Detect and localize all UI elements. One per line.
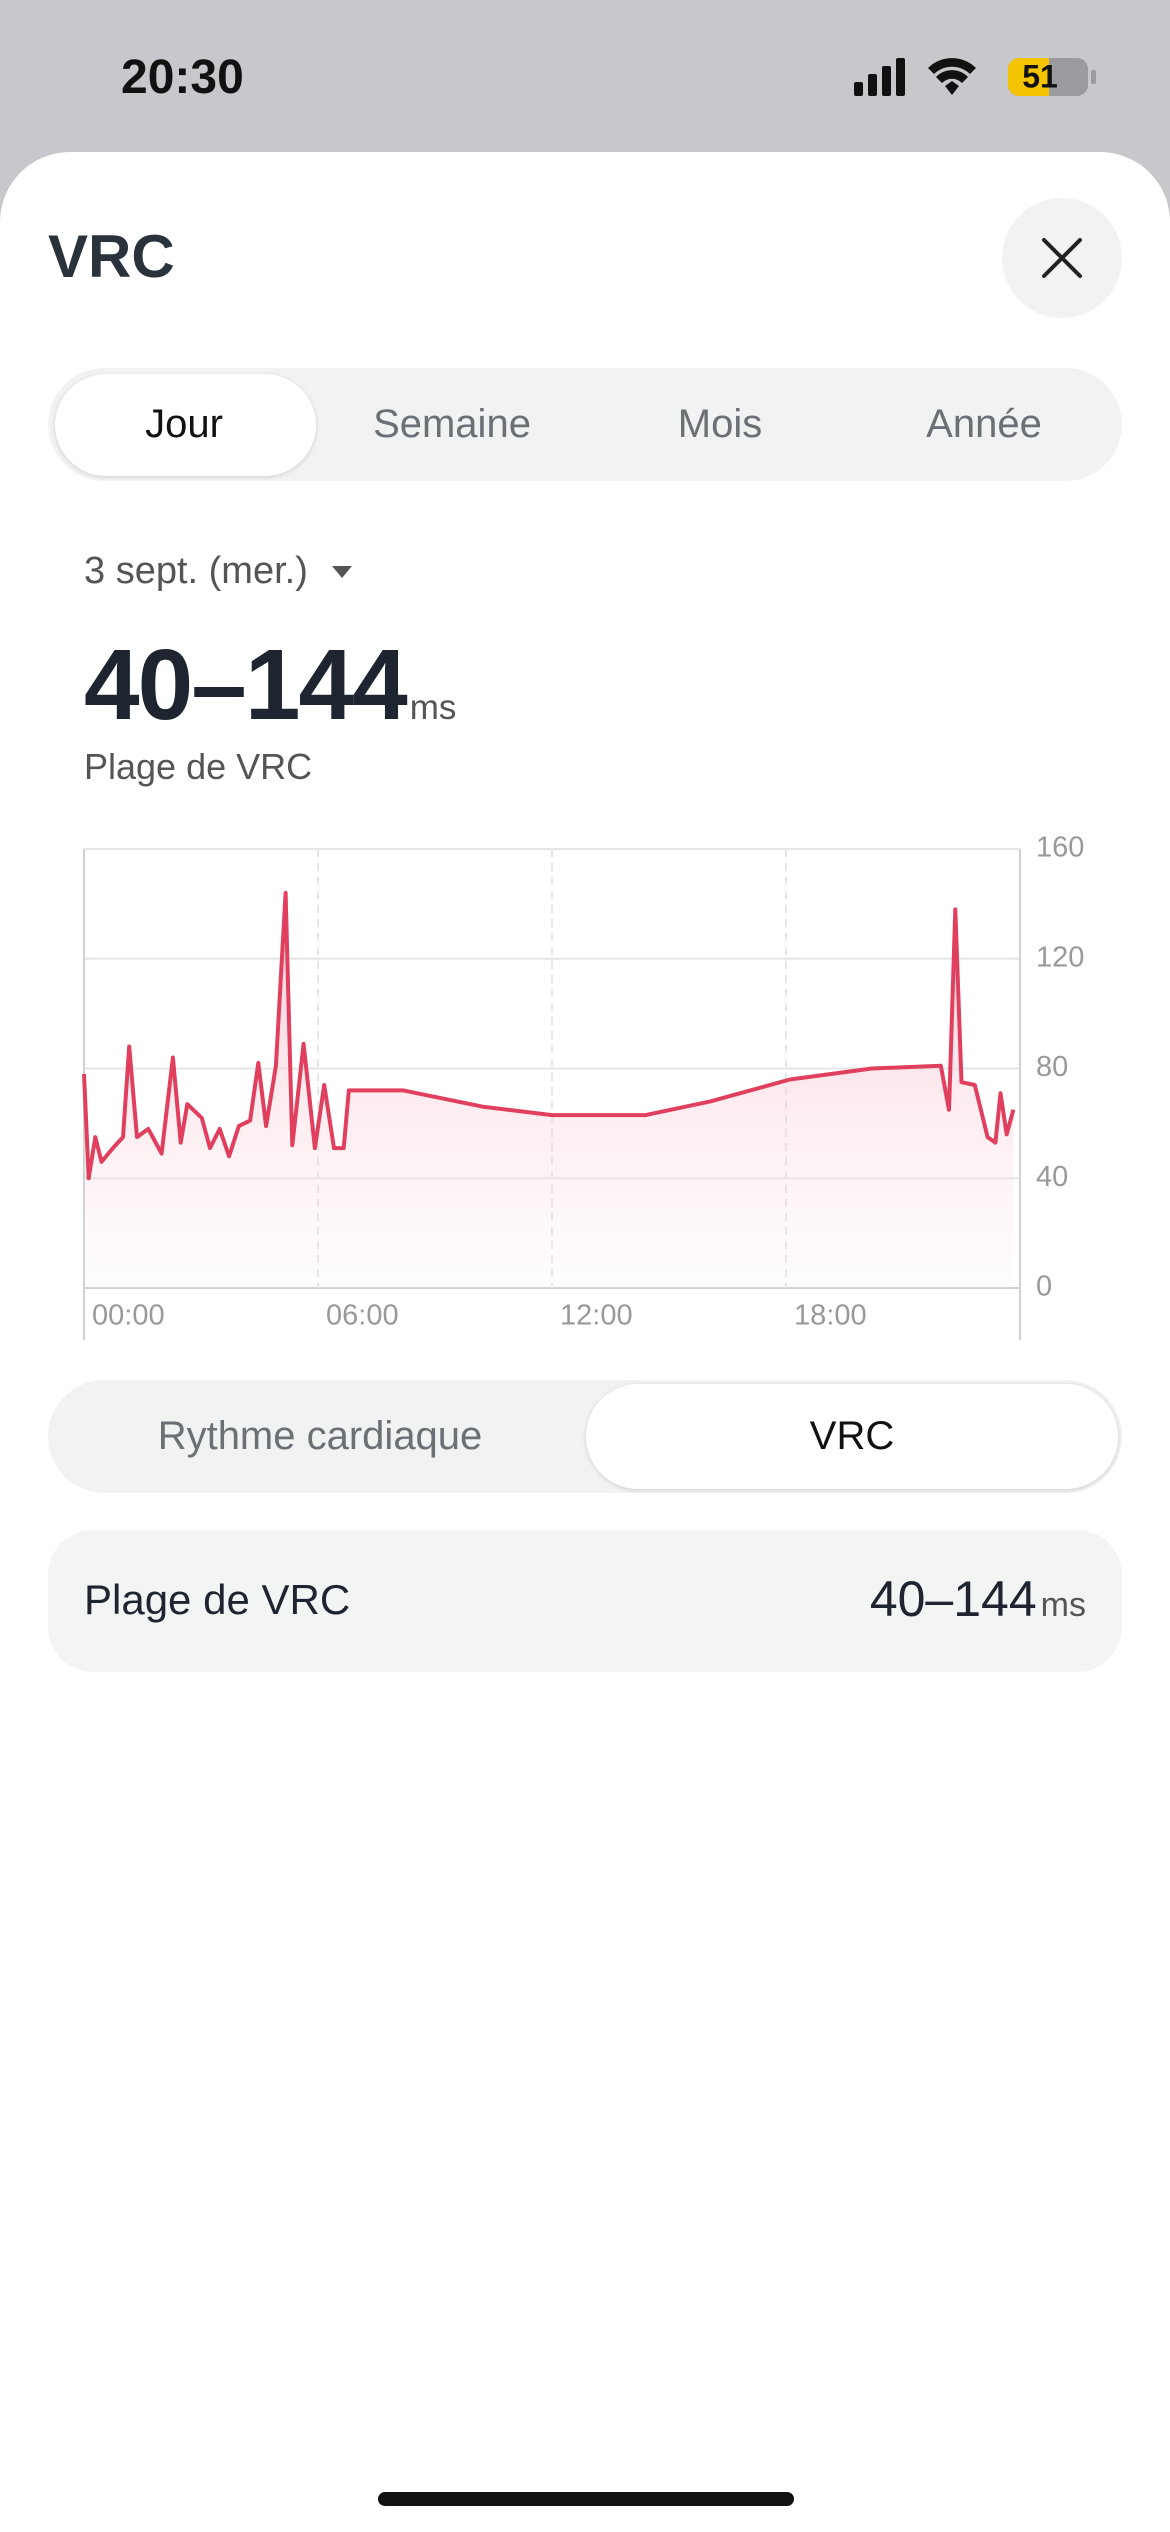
y-tick-label: 0	[1036, 1271, 1052, 1303]
date[interactable]: 3 sept. (mer.)	[84, 550, 308, 592]
y-tick-label: 40	[1036, 1161, 1068, 1193]
status-time: 20:30	[121, 51, 244, 104]
selected-tab	[55, 374, 316, 476]
home-indicator	[378, 2492, 794, 2506]
card-label: Plage de VRC	[84, 1576, 351, 1623]
card-value: 40–144	[869, 1571, 1037, 1627]
toggle-option[interactable]: VRC	[809, 1414, 895, 1458]
y-tick-label: 160	[1036, 832, 1084, 864]
summary-unit: ms	[409, 688, 457, 727]
selected-toggle	[586, 1384, 1118, 1489]
x-tick-label: 00:00	[92, 1300, 165, 1332]
sheet	[0, 152, 1170, 2532]
x-tick-label: 18:00	[794, 1300, 867, 1332]
x-tick-label: 12:00	[560, 1300, 633, 1332]
tab[interactable]: Jour	[145, 402, 223, 446]
y-tick-label: 80	[1036, 1051, 1068, 1083]
summary: 40–144 ms	[84, 628, 456, 743]
card-unit: ms	[1040, 1586, 1086, 1624]
x-tick-label: 06:00	[326, 1300, 399, 1332]
y-tick-label: 120	[1036, 941, 1084, 973]
dropdown-arrow	[331, 565, 352, 578]
tab[interactable]: Année	[926, 402, 1042, 446]
tab[interactable]: Mois	[677, 402, 763, 446]
card-value-group: 40–144 ms	[870, 1570, 1086, 1628]
battery-level: 51	[1022, 58, 1058, 94]
tab[interactable]: Semaine	[373, 402, 531, 446]
area	[84, 892, 1014, 1288]
date-picker[interactable]: 3 sept. (mer.)	[84, 550, 368, 593]
status-icons: 51	[854, 58, 1096, 96]
card	[48, 1530, 1122, 1672]
close-button[interactable]	[1002, 198, 1122, 318]
chart: 0 40 80 120 160 00:00 06:00 12:00 18:00	[82, 832, 1084, 1340]
title: VRC	[48, 223, 175, 290]
summary-label: Plage de VRC	[84, 746, 313, 787]
line	[82, 890, 1016, 1181]
toggle-option[interactable]: Rythme cardiaque	[157, 1414, 483, 1458]
summary-range: 40–144	[84, 629, 408, 741]
